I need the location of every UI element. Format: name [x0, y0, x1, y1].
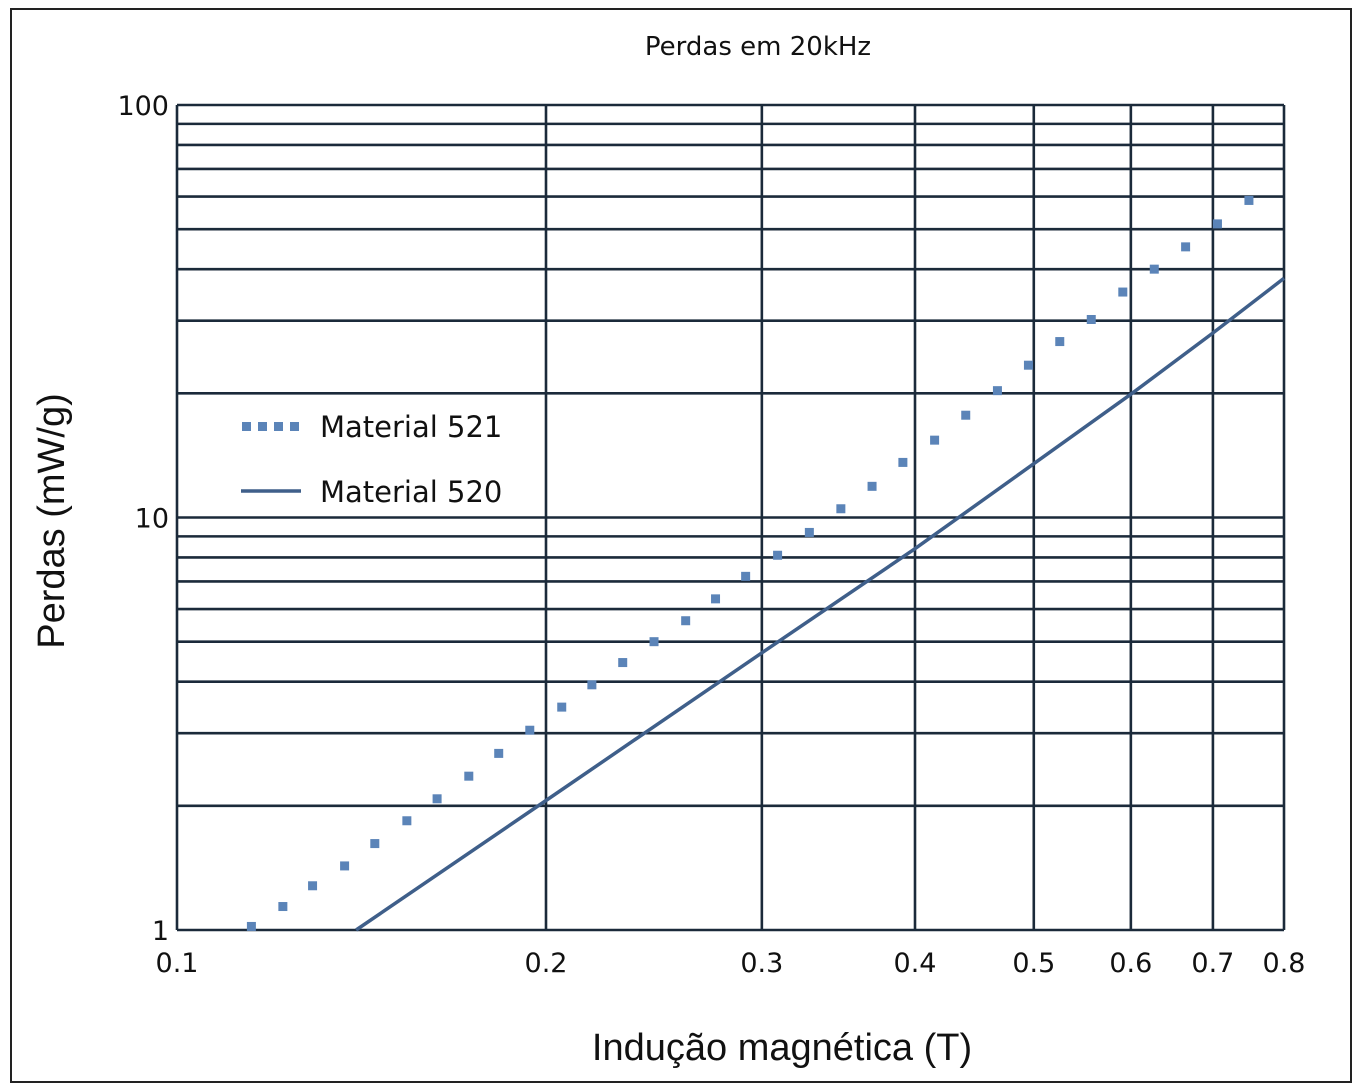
data-point-material-521 [432, 794, 442, 804]
legend-label-material-520: Material 520 [320, 475, 502, 509]
data-point-material-521 [618, 658, 628, 668]
legend: Material 521 Material 520 [241, 410, 502, 509]
data-point-material-521 [898, 457, 908, 467]
data-point-material-521 [246, 921, 256, 931]
x-tick-label: 0.3 [740, 948, 783, 979]
x-tick-label: 0.7 [1191, 948, 1234, 979]
x-axis-label: Indução magnética (T) [592, 1027, 972, 1069]
data-point-material-521 [804, 527, 814, 537]
y-axis-label: Perdas (mW/g) [31, 393, 73, 648]
data-point-material-521 [494, 748, 504, 758]
data-point-material-521 [773, 550, 783, 560]
data-point-material-521 [370, 839, 380, 849]
x-tick-label: 0.6 [1109, 948, 1152, 979]
data-point-material-521 [930, 435, 940, 445]
chart-frame [10, 8, 1352, 1083]
data-point-material-521 [711, 594, 721, 604]
data-point-material-521 [1149, 264, 1159, 274]
data-point-material-521 [867, 481, 877, 491]
data-point-material-521 [1023, 360, 1033, 370]
data-point-material-521 [525, 725, 535, 735]
x-tick-label: 0.2 [525, 948, 568, 979]
series-material-520 [355, 276, 1286, 932]
data-point-material-521 [587, 680, 597, 690]
series-material-521 [246, 195, 1254, 931]
data-point-material-521 [1181, 242, 1191, 252]
data-point-material-521 [1086, 314, 1096, 324]
data-point-material-521 [836, 504, 846, 514]
data-point-material-521 [741, 571, 751, 581]
legend-dot [258, 422, 267, 431]
legend-entry-material-521: Material 521 [242, 410, 502, 444]
data-point-material-521 [649, 637, 659, 647]
data-point-material-521 [464, 771, 474, 781]
data-point-material-521 [340, 861, 350, 871]
y-tick-label: 100 [117, 91, 169, 122]
grid [175, 103, 1286, 932]
data-point-material-521 [308, 881, 318, 891]
data-point-material-521 [1212, 219, 1222, 229]
data-point-material-521 [402, 816, 412, 826]
legend-label-material-521: Material 521 [320, 410, 502, 444]
legend-dot [290, 422, 299, 431]
x-axis-ticks: 0.1 0.2 0.3 0.4 0.5 0.6 0.7 0.8 [156, 948, 1306, 979]
data-point-material-521 [961, 410, 971, 420]
line-material-520 [355, 276, 1286, 932]
x-tick-label: 0.8 [1263, 948, 1306, 979]
data-point-material-521 [278, 902, 288, 912]
chart-title: Perdas em 20kHz [645, 32, 871, 62]
data-point-material-521 [681, 616, 691, 626]
x-tick-label: 0.5 [1012, 948, 1055, 979]
y-tick-label: 10 [135, 504, 169, 535]
data-point-material-521 [1118, 287, 1128, 297]
legend-swatch-material-521 [242, 422, 299, 431]
x-tick-label: 0.4 [894, 948, 937, 979]
legend-dot [242, 422, 251, 431]
y-axis-ticks: 1 10 100 [117, 91, 169, 947]
data-point-material-521 [557, 702, 567, 712]
legend-dot [274, 422, 283, 431]
data-point-material-521 [1055, 337, 1065, 347]
data-point-material-521 [992, 386, 1002, 396]
x-tick-label: 0.1 [156, 948, 199, 979]
y-tick-label: 1 [152, 916, 169, 947]
legend-entry-material-520: Material 520 [241, 475, 502, 509]
data-point-material-521 [1244, 195, 1254, 205]
